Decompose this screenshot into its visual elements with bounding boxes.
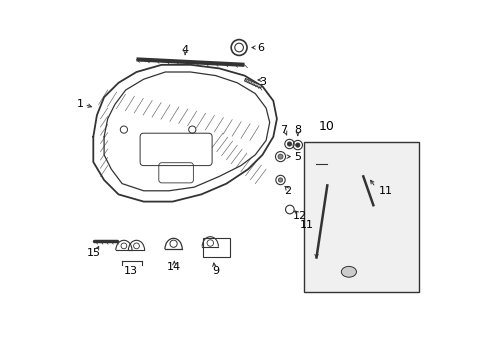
Text: 10: 10 — [318, 120, 333, 133]
Bar — [203, 238, 230, 257]
Text: 5: 5 — [294, 152, 301, 162]
Text: 11: 11 — [378, 186, 391, 196]
Circle shape — [277, 154, 283, 159]
Bar — [303, 142, 418, 292]
Polygon shape — [244, 78, 261, 88]
Text: 15: 15 — [87, 248, 101, 258]
Text: 4: 4 — [181, 45, 188, 55]
Text: 6: 6 — [257, 42, 264, 53]
Text: 8: 8 — [294, 125, 301, 135]
Text: 14: 14 — [167, 262, 181, 272]
Text: 9: 9 — [212, 266, 219, 276]
Text: 11: 11 — [299, 220, 313, 230]
Text: 7: 7 — [280, 125, 287, 135]
Circle shape — [278, 178, 282, 182]
Circle shape — [287, 142, 291, 146]
Ellipse shape — [341, 266, 356, 277]
Text: 2: 2 — [284, 186, 291, 196]
Text: 3: 3 — [259, 77, 265, 87]
Text: 13: 13 — [124, 266, 138, 276]
Text: 1: 1 — [77, 99, 84, 109]
Circle shape — [295, 143, 299, 147]
Text: 12: 12 — [293, 211, 307, 221]
